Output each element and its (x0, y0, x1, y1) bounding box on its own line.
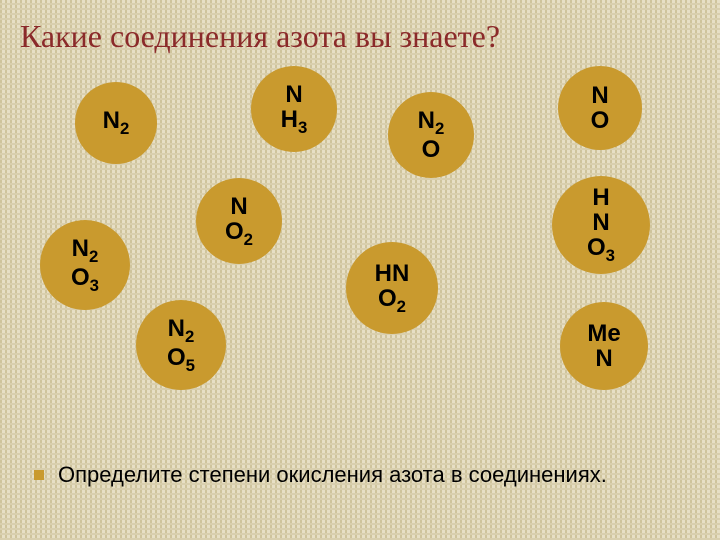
bubble-hno3: HNO3 (552, 176, 650, 274)
bubble-no2-label: NO2 (225, 194, 253, 249)
bubble-n2o: N2O (388, 92, 474, 178)
slide: Какие соединения азота вы знаете? N2 NH3 N… (0, 0, 720, 540)
caption: Определите степени окисления азота в сое… (34, 462, 607, 488)
bubble-n2: N2 (75, 82, 157, 164)
bubble-nh3: NH3 (251, 66, 337, 152)
bubble-no: NO (558, 66, 642, 150)
slide-title: Какие соединения азота вы знаете? (20, 18, 500, 55)
bubble-men: MeN (560, 302, 648, 390)
caption-text: Определите степени окисления азота в сое… (58, 462, 607, 488)
bubble-nh3-label: NH3 (281, 82, 308, 137)
bullet-icon (34, 470, 44, 480)
bubble-hno2: HNO2 (346, 242, 438, 334)
bubble-no-label: NO (591, 83, 610, 133)
bubble-men-label: MeN (587, 321, 620, 371)
bubble-hno3-label: HNO3 (587, 185, 615, 265)
bubble-n2o3: N2O3 (40, 220, 130, 310)
bubble-n2o5: N2O5 (136, 300, 226, 390)
bubble-n2o5-label: N2O5 (167, 316, 195, 375)
bubble-hno2-label: HNO2 (375, 261, 410, 316)
bubble-n2-label: N2 (103, 108, 130, 137)
bubble-n2o3-label: N2O3 (71, 236, 99, 295)
bubble-n2o-label: N2O (418, 108, 445, 163)
bubble-no2: NO2 (196, 178, 282, 264)
